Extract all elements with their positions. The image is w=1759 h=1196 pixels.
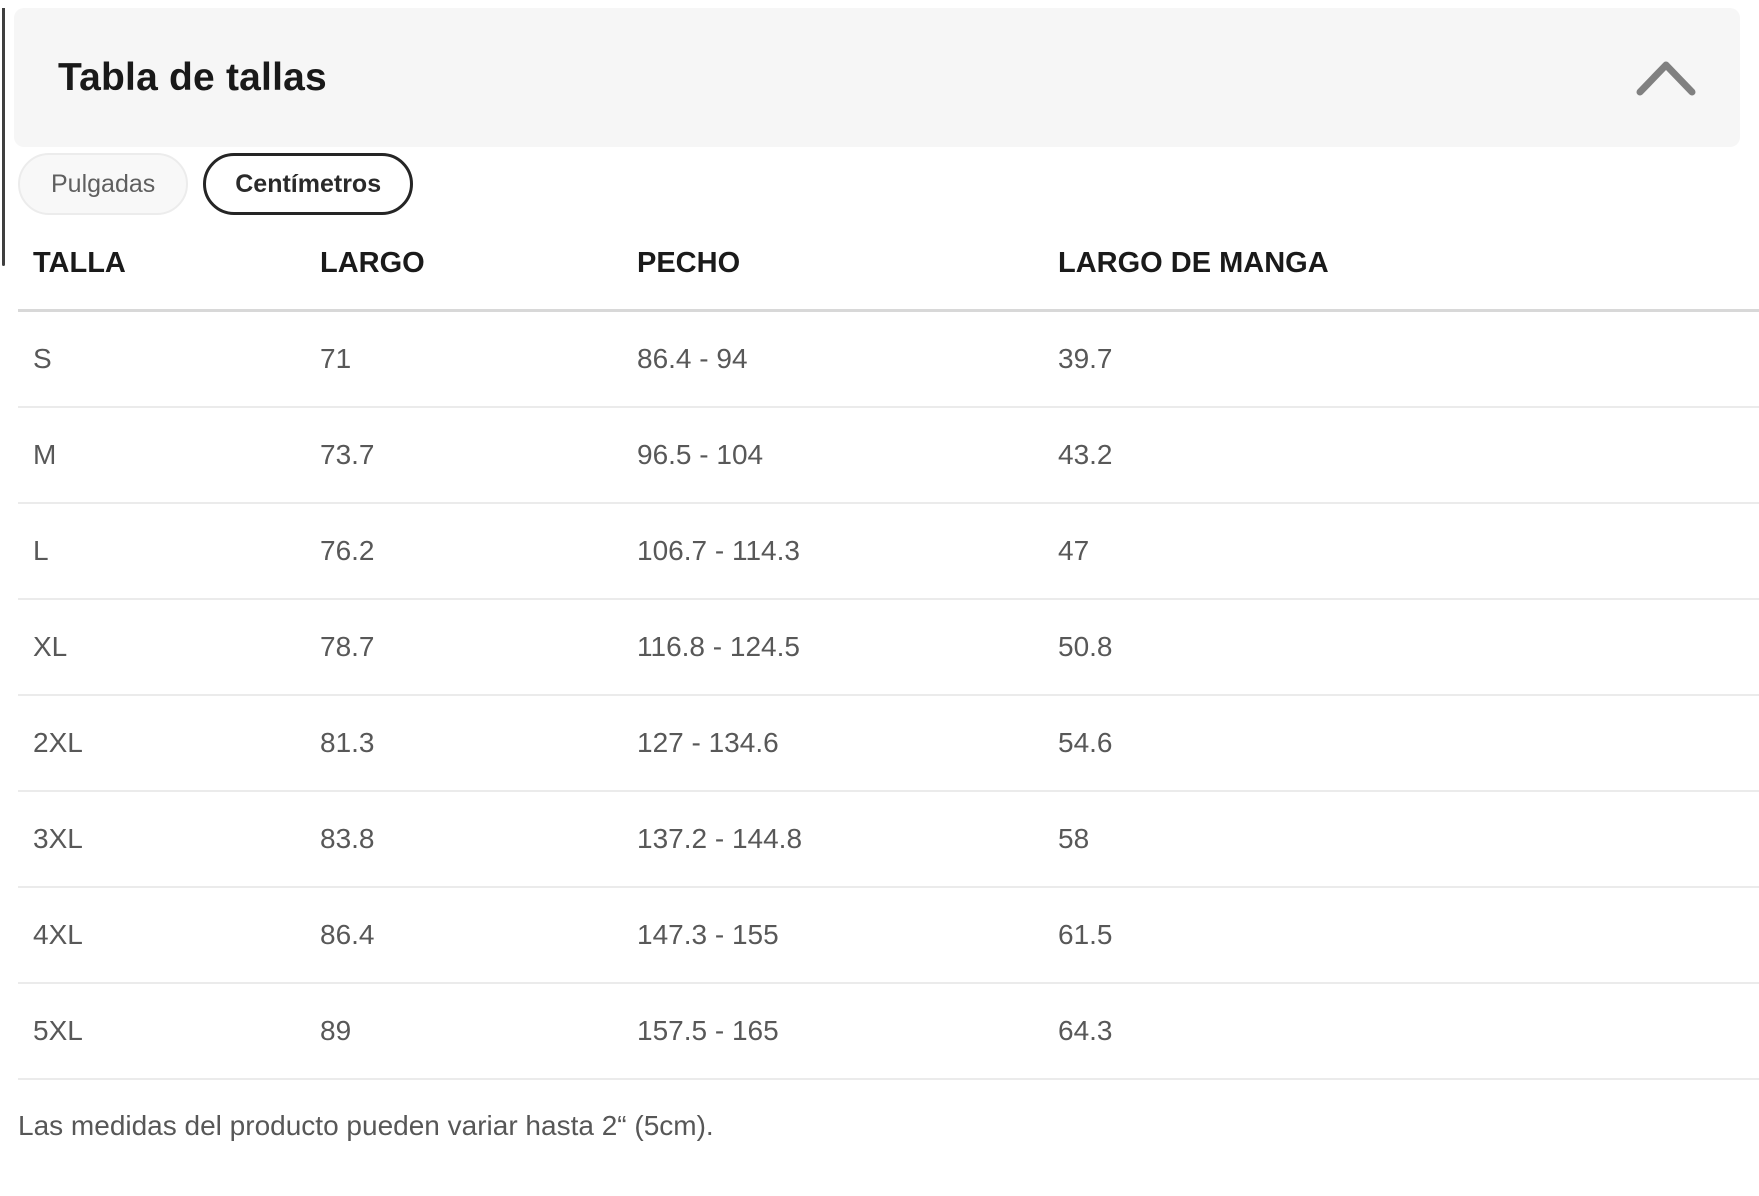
- size-table: TALLA LARGO PECHO LARGO DE MANGA S 71 86…: [18, 217, 1759, 1080]
- column-header-largo: LARGO: [320, 246, 425, 279]
- largo-cell: 71: [320, 343, 352, 374]
- size-cell: 2XL: [33, 727, 83, 758]
- size-cell: L: [33, 535, 49, 566]
- manga-cell: 58: [1058, 823, 1090, 854]
- measurement-disclaimer: Las medidas del producto pueden variar h…: [18, 1110, 714, 1141]
- pecho-cell: 116.8 - 124.5: [637, 631, 800, 662]
- chevron-up-icon: [1636, 61, 1696, 95]
- pecho-cell: 147.3 - 155: [637, 919, 779, 950]
- unit-option-centimetros[interactable]: Centímetros: [203, 153, 414, 215]
- collapse-button[interactable]: [1635, 58, 1697, 98]
- table-row: M 73.7 96.5 - 104 43.2: [18, 408, 1759, 504]
- largo-cell: 81.3: [320, 727, 375, 758]
- manga-cell: 64.3: [1058, 1015, 1113, 1046]
- largo-cell: 78.7: [320, 631, 375, 662]
- pecho-cell: 86.4 - 94: [637, 343, 748, 374]
- page-title: Tabla de tallas: [58, 55, 327, 99]
- table-row: XL 78.7 116.8 - 124.5 50.8: [18, 600, 1759, 696]
- table-row: L 76.2 106.7 - 114.3 47: [18, 504, 1759, 600]
- pecho-cell: 157.5 - 165: [637, 1015, 779, 1046]
- size-cell: 5XL: [33, 1015, 83, 1046]
- largo-cell: 83.8: [320, 823, 375, 854]
- unit-toggle: Pulgadas Centímetros: [18, 151, 1759, 217]
- size-cell: M: [33, 439, 57, 470]
- size-chart-header: Tabla de tallas: [14, 8, 1740, 147]
- pecho-cell: 137.2 - 144.8: [637, 823, 803, 854]
- table-row: S 71 86.4 - 94 39.7: [18, 312, 1759, 408]
- pecho-cell: 96.5 - 104: [637, 439, 764, 470]
- table-row: 3XL 83.8 137.2 - 144.8 58: [18, 792, 1759, 888]
- pecho-cell: 106.7 - 114.3: [637, 535, 800, 566]
- largo-cell: 86.4: [320, 919, 375, 950]
- manga-cell: 61.5: [1058, 919, 1113, 950]
- largo-cell: 73.7: [320, 439, 375, 470]
- largo-cell: 76.2: [320, 535, 375, 566]
- manga-cell: 54.6: [1058, 727, 1113, 758]
- manga-cell: 43.2: [1058, 439, 1113, 470]
- screen-edge-artifact: [2, 8, 5, 266]
- largo-cell: 89: [320, 1015, 352, 1046]
- column-header-pecho: PECHO: [637, 246, 741, 279]
- pecho-cell: 127 - 134.6: [637, 727, 779, 758]
- table-row: 2XL 81.3 127 - 134.6 54.6: [18, 696, 1759, 792]
- size-cell: 4XL: [33, 919, 83, 950]
- size-cell: S: [33, 343, 52, 374]
- unit-option-pulgadas[interactable]: Pulgadas: [18, 153, 189, 215]
- manga-cell: 50.8: [1058, 631, 1113, 662]
- table-row: 5XL 89 157.5 - 165 64.3: [18, 984, 1759, 1080]
- manga-cell: 39.7: [1058, 343, 1113, 374]
- column-header-manga: LARGO DE MANGA: [1058, 246, 1329, 279]
- table-header-row: TALLA LARGO PECHO LARGO DE MANGA: [18, 217, 1759, 312]
- size-cell: 3XL: [33, 823, 83, 854]
- manga-cell: 47: [1058, 535, 1090, 566]
- table-row: 4XL 86.4 147.3 - 155 61.5: [18, 888, 1759, 984]
- column-header-talla: TALLA: [33, 246, 126, 279]
- size-cell: XL: [33, 631, 68, 662]
